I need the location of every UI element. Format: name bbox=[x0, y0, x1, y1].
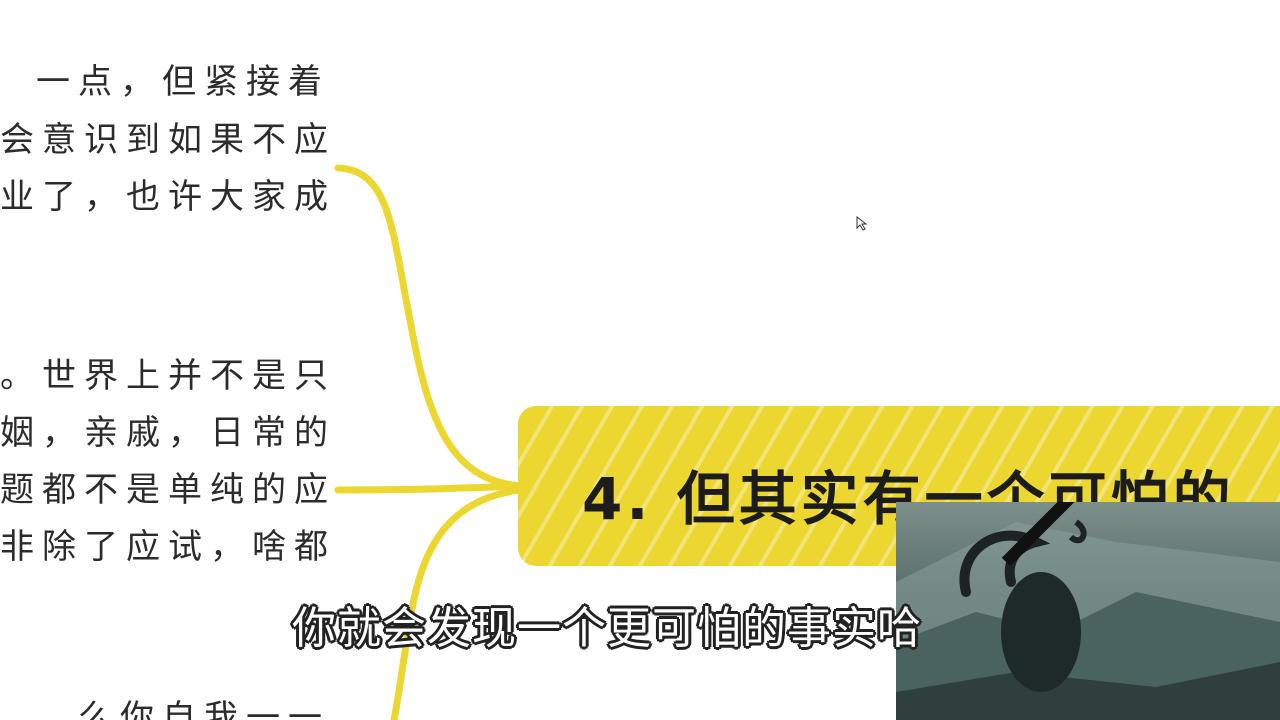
text-line: 么你自我一一 bbox=[78, 698, 330, 720]
text-line: 题都不是单纯的应 bbox=[0, 470, 336, 510]
text-line: 一点，但紧接着 bbox=[36, 62, 330, 102]
video-frame bbox=[896, 502, 1280, 720]
text-line: 业了，也许大家成 bbox=[0, 177, 336, 217]
branch-top bbox=[334, 164, 524, 490]
video-overlay bbox=[896, 502, 1280, 720]
pointer-icon bbox=[856, 216, 868, 231]
text-line: 姻，亲戚，日常的 bbox=[0, 413, 336, 453]
branch-middle bbox=[334, 482, 524, 494]
text-line: 会意识到如果不应 bbox=[0, 120, 336, 160]
text-line: 非除了应试，啥都 bbox=[0, 527, 336, 567]
video-subtitle: 你就会发现一个更可怕的事实哈 bbox=[292, 603, 922, 654]
text-line: 。世界上并不是只 bbox=[0, 356, 336, 396]
branch-bottom bbox=[390, 486, 524, 720]
